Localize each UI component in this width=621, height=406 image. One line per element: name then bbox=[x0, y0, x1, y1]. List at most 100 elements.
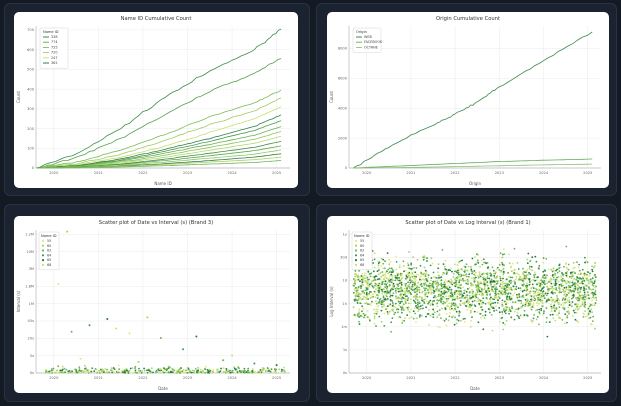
scatter-point bbox=[386, 282, 389, 284]
scatter-point bbox=[423, 278, 426, 281]
scatter-point bbox=[458, 291, 460, 294]
scatter-point bbox=[98, 369, 101, 372]
scatter-point bbox=[406, 287, 409, 290]
scatter-point bbox=[436, 280, 439, 282]
scatter-point bbox=[374, 278, 377, 281]
scatter-point bbox=[249, 370, 252, 373]
scatter-point bbox=[376, 285, 378, 287]
chart-title: Name ID Cumulative Count bbox=[121, 16, 192, 22]
scatter-point bbox=[564, 301, 566, 304]
scatter-point bbox=[380, 288, 383, 291]
scatter-points bbox=[352, 245, 598, 338]
scatter-point bbox=[437, 263, 440, 265]
scatter-point bbox=[84, 365, 86, 367]
scatter-point bbox=[373, 322, 376, 325]
scatter-point bbox=[383, 277, 386, 279]
scatter-point bbox=[508, 284, 511, 286]
scatter-point bbox=[467, 265, 470, 268]
scatter-point bbox=[577, 266, 580, 269]
scatter-point bbox=[416, 306, 418, 309]
scatter-point bbox=[562, 297, 565, 300]
scatter-point bbox=[466, 305, 469, 308]
scatter-point bbox=[577, 321, 580, 324]
scatter-point bbox=[384, 298, 387, 301]
legend-label: 62 bbox=[360, 249, 364, 253]
scatter-point bbox=[377, 264, 380, 267]
scatter-point bbox=[90, 370, 93, 373]
scatter-point bbox=[409, 302, 412, 305]
scatter-point bbox=[370, 282, 372, 285]
scatter-point bbox=[520, 299, 522, 302]
scatter-point bbox=[485, 283, 488, 286]
scatter-point bbox=[470, 319, 472, 322]
scatter-point bbox=[560, 279, 563, 281]
scatter-point bbox=[364, 314, 367, 316]
scatter-point bbox=[395, 292, 397, 294]
scatter-point bbox=[454, 285, 457, 288]
scatter-point bbox=[381, 271, 384, 273]
scatter-point bbox=[525, 285, 528, 288]
legend-swatch bbox=[354, 239, 358, 242]
scatter-point bbox=[532, 296, 535, 299]
scatter-point bbox=[573, 290, 575, 293]
scatter-point bbox=[391, 308, 394, 310]
scatter-point bbox=[455, 282, 458, 285]
scatter-point bbox=[360, 275, 363, 277]
scatter-point bbox=[501, 311, 504, 313]
scatter-point bbox=[543, 310, 545, 312]
scatter-point bbox=[540, 289, 542, 292]
scatter-point bbox=[457, 276, 460, 278]
scatter-point bbox=[63, 367, 66, 370]
scatter-point bbox=[498, 307, 501, 309]
scatter-point bbox=[438, 299, 440, 302]
scatter-point bbox=[417, 274, 420, 276]
scatter-point bbox=[441, 285, 444, 287]
scatter-point bbox=[527, 252, 530, 255]
scatter-point bbox=[457, 283, 460, 286]
y-tick-label: 3M bbox=[29, 267, 34, 271]
scatter-point bbox=[200, 368, 202, 371]
scatter-point bbox=[415, 267, 418, 269]
scatter-point bbox=[491, 280, 493, 283]
scatter-point bbox=[578, 299, 580, 302]
scatter-point bbox=[388, 277, 390, 280]
scatter-point bbox=[529, 304, 532, 306]
scatter-point bbox=[389, 270, 392, 273]
scatter-point bbox=[589, 288, 592, 291]
scatter-point bbox=[487, 308, 490, 310]
scatter-point bbox=[529, 265, 531, 268]
scatter-point bbox=[191, 369, 194, 372]
scatter-point bbox=[356, 299, 358, 302]
scatter-point bbox=[535, 283, 538, 286]
scatter-point bbox=[554, 299, 556, 302]
scatter-point bbox=[391, 304, 394, 307]
scatter-point bbox=[251, 368, 254, 370]
scatter-point bbox=[544, 269, 546, 271]
scatter-point bbox=[436, 305, 439, 308]
x-tick-label: 2021 bbox=[406, 376, 415, 380]
scatter-point bbox=[563, 286, 566, 289]
chart-title: Scatter plot of Date vs Interval (s) (Br… bbox=[99, 220, 213, 226]
scatter-point bbox=[504, 312, 507, 315]
scatter-point bbox=[578, 263, 581, 266]
scatter-point bbox=[488, 268, 491, 271]
scatter-point bbox=[476, 311, 479, 314]
scatter-point bbox=[499, 252, 502, 255]
x-tick-label: 2025 bbox=[583, 376, 592, 380]
scatter-point bbox=[373, 258, 376, 261]
scatter-point bbox=[384, 285, 387, 287]
scatter-point bbox=[361, 278, 363, 281]
scatter-point bbox=[93, 370, 96, 373]
scatter-point bbox=[534, 255, 537, 258]
scatter-point bbox=[574, 308, 577, 311]
scatter-point bbox=[354, 287, 357, 289]
scatter-point bbox=[593, 280, 596, 283]
scatter-point bbox=[481, 259, 483, 262]
legend-label: 64 bbox=[47, 253, 51, 257]
scatter-point bbox=[133, 371, 135, 374]
scatter-point bbox=[489, 304, 492, 306]
series-line-FACEBOOK bbox=[353, 158, 593, 169]
scatter-point-outlier bbox=[66, 230, 69, 233]
scatter-point bbox=[124, 368, 127, 371]
scatter-point bbox=[591, 311, 594, 313]
